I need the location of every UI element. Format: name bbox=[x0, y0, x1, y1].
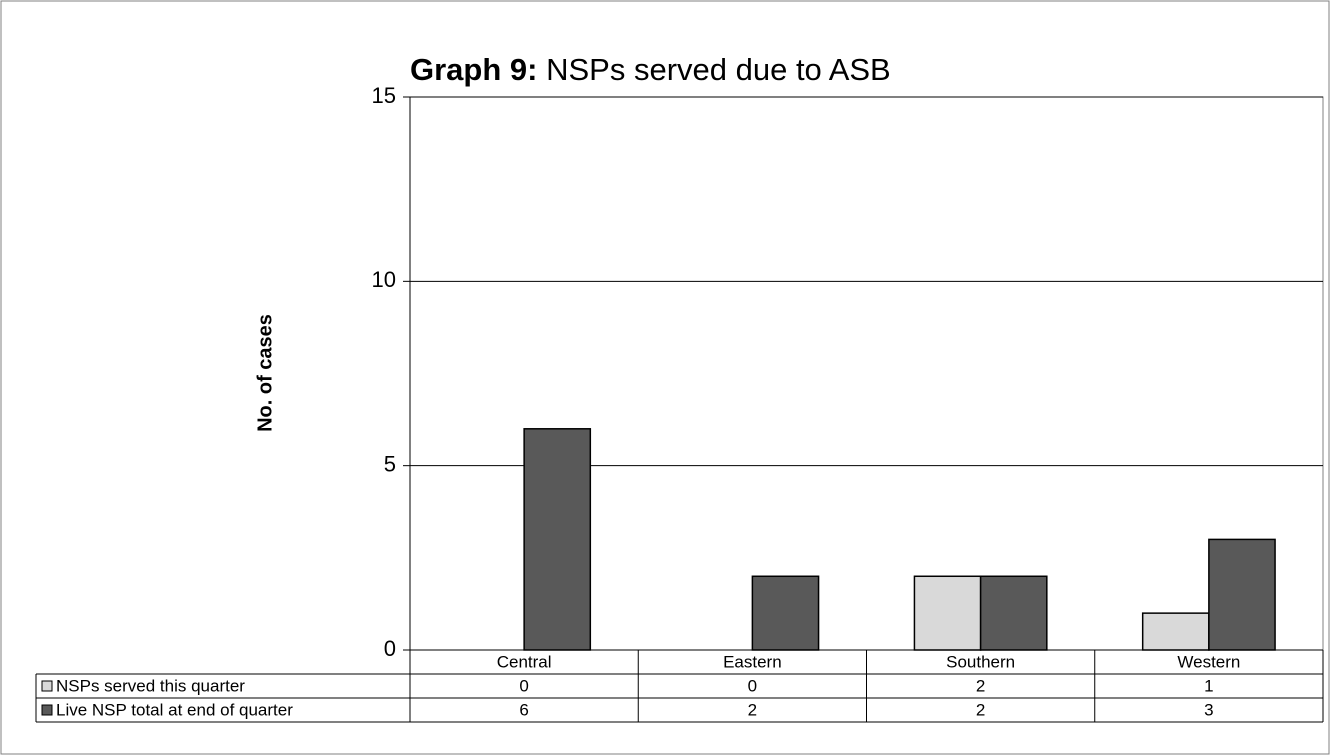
legend-key bbox=[41, 704, 53, 716]
table-value: 1 bbox=[1204, 676, 1213, 695]
title-text: NSPs served due to ASB bbox=[546, 52, 891, 87]
table-value: 2 bbox=[976, 700, 985, 719]
legend-label: Live NSP total at end of quarter bbox=[56, 700, 293, 719]
x-tick-label: Southern bbox=[946, 652, 1015, 671]
x-tick-label: Western bbox=[1177, 652, 1240, 671]
bar bbox=[913, 575, 982, 651]
table-value: 0 bbox=[748, 676, 757, 695]
table-value: 2 bbox=[976, 676, 985, 695]
bar bbox=[1141, 612, 1210, 651]
table-value: 0 bbox=[519, 676, 528, 695]
y-tick-label: 10 bbox=[372, 267, 396, 292]
table-value: 2 bbox=[748, 700, 757, 719]
legend-key bbox=[41, 680, 53, 692]
table-value: 3 bbox=[1204, 700, 1213, 719]
y-tick-label: 15 bbox=[372, 83, 396, 108]
x-tick-label: Eastern bbox=[723, 652, 782, 671]
table-value: 6 bbox=[519, 700, 528, 719]
y-tick-label: 5 bbox=[384, 451, 396, 476]
bar bbox=[979, 575, 1048, 651]
title-prefix: Graph 9: bbox=[410, 52, 537, 87]
bar bbox=[751, 575, 820, 651]
y-axis-label: No. of cases bbox=[254, 314, 276, 432]
legend-label: NSPs served this quarter bbox=[56, 676, 245, 695]
chart-title: Graph 9: NSPs served due to ASB bbox=[410, 52, 891, 87]
x-tick-label: Central bbox=[497, 652, 552, 671]
bar bbox=[1208, 538, 1276, 651]
bar bbox=[523, 428, 592, 651]
y-tick-label: 0 bbox=[384, 636, 396, 661]
